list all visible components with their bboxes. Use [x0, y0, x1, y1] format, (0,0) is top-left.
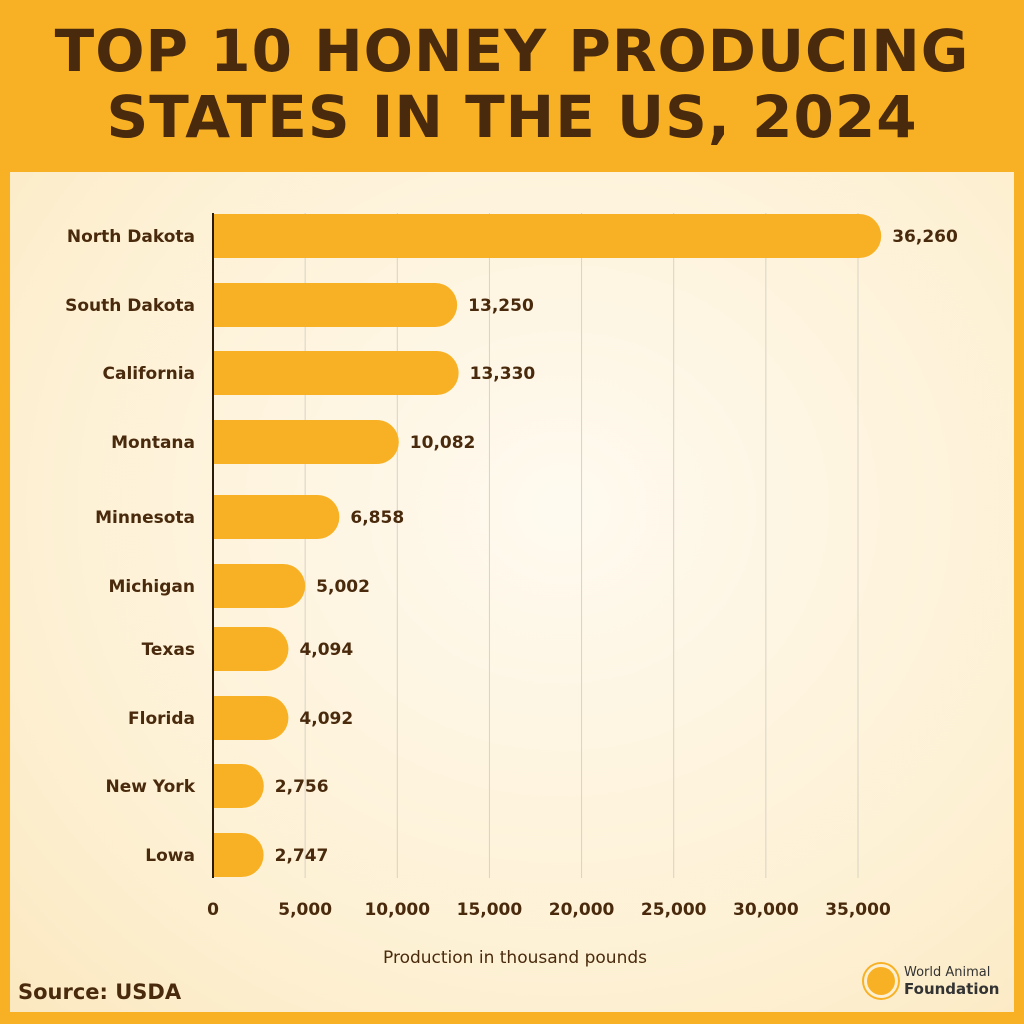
x-tick-label: 0 — [207, 900, 219, 920]
data-label: 10,082 — [410, 433, 476, 453]
category-label: Montana — [111, 433, 195, 453]
data-label: 13,330 — [470, 364, 536, 384]
x-tick-label: 30,000 — [733, 900, 799, 920]
bar — [213, 495, 340, 539]
data-label: 4,092 — [299, 709, 353, 729]
bar — [213, 214, 882, 258]
category-label: Lowa — [145, 846, 195, 866]
data-label: 5,002 — [316, 577, 370, 597]
bar — [213, 696, 289, 740]
category-label: Florida — [128, 709, 195, 729]
x-tick-label: 25,000 — [641, 900, 707, 920]
data-label: 36,260 — [892, 227, 958, 247]
data-label: 2,747 — [275, 846, 329, 866]
category-label: Minnesota — [95, 508, 195, 528]
title-line-1: TOP 10 HONEY PRODUCING — [54, 17, 970, 85]
data-label: 13,250 — [468, 296, 534, 316]
category-label: California — [103, 364, 195, 384]
chart-title: TOP 10 HONEY PRODUCING STATES IN THE US,… — [0, 18, 1024, 150]
x-axis-label: Production in thousand pounds — [383, 948, 647, 968]
bar — [213, 627, 289, 671]
bar — [213, 283, 458, 327]
x-tick-label: 5,000 — [278, 900, 332, 920]
category-label: Texas — [142, 640, 195, 660]
category-label: South Dakota — [65, 296, 195, 316]
data-label: 6,858 — [350, 508, 404, 528]
world-animal-foundation-logo: World Animal Foundation — [864, 964, 999, 998]
source-note: Source: USDA — [18, 980, 182, 1004]
chart-panel — [10, 172, 1014, 1012]
category-label: New York — [106, 777, 196, 797]
x-tick-label: 10,000 — [364, 900, 430, 920]
bar — [213, 351, 459, 395]
title-line-2: STATES IN THE US, 2024 — [106, 83, 918, 151]
bar — [213, 764, 264, 808]
data-label: 2,756 — [275, 777, 329, 797]
data-label: 4,094 — [299, 640, 353, 660]
x-tick-label: 20,000 — [549, 900, 615, 920]
category-label: North Dakota — [67, 227, 195, 247]
x-tick-label: 15,000 — [457, 900, 523, 920]
bar — [213, 564, 306, 608]
x-tick-label: 35,000 — [825, 900, 891, 920]
category-label: Michigan — [109, 577, 196, 597]
logo-line-2: Foundation — [904, 980, 1000, 998]
bar — [213, 420, 399, 464]
bar — [213, 833, 264, 877]
logo-icon — [864, 964, 898, 998]
logo-line-1: World Animal — [904, 965, 991, 980]
